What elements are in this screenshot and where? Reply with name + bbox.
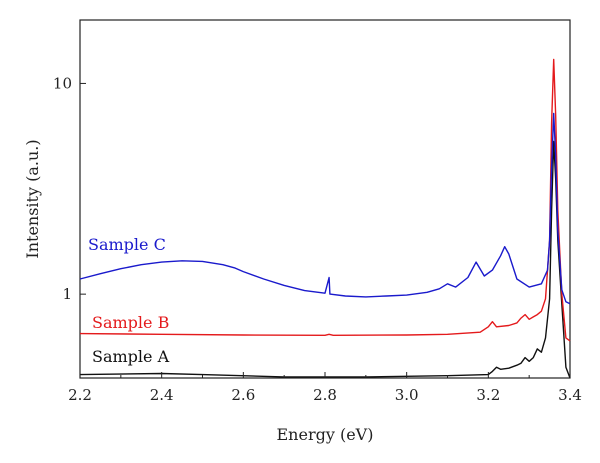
x-axis-title: Energy (eV) <box>277 425 374 444</box>
y-axis-title: Intensity (a.u.) <box>23 139 42 258</box>
y-axis: 1 10 <box>53 74 86 303</box>
series-label-sample-b: Sample B <box>92 313 169 332</box>
x-tick-label: 3.2 <box>476 386 500 404</box>
series-label-sample-a: Sample A <box>92 347 170 366</box>
series-layer <box>79 58 571 379</box>
y-tick-label: 1 <box>62 285 72 303</box>
x-tick-label: 3.0 <box>395 386 419 404</box>
series-line-sample-a <box>79 140 571 379</box>
x-tick-label: 2.4 <box>150 386 174 404</box>
series-line-sample-b <box>79 58 571 342</box>
series-label-sample-c: Sample C <box>88 235 166 254</box>
x-tick-label: 2.8 <box>313 386 337 404</box>
x-tick-label: 2.6 <box>231 386 255 404</box>
x-tick-label: 3.4 <box>558 386 582 404</box>
series-line-sample-c <box>79 112 571 305</box>
x-tick-label: 2.2 <box>68 386 92 404</box>
y-tick-label: 10 <box>53 74 72 92</box>
x-axis: 2.2 2.4 2.6 2.8 3.0 3.2 3.4 <box>68 372 582 404</box>
